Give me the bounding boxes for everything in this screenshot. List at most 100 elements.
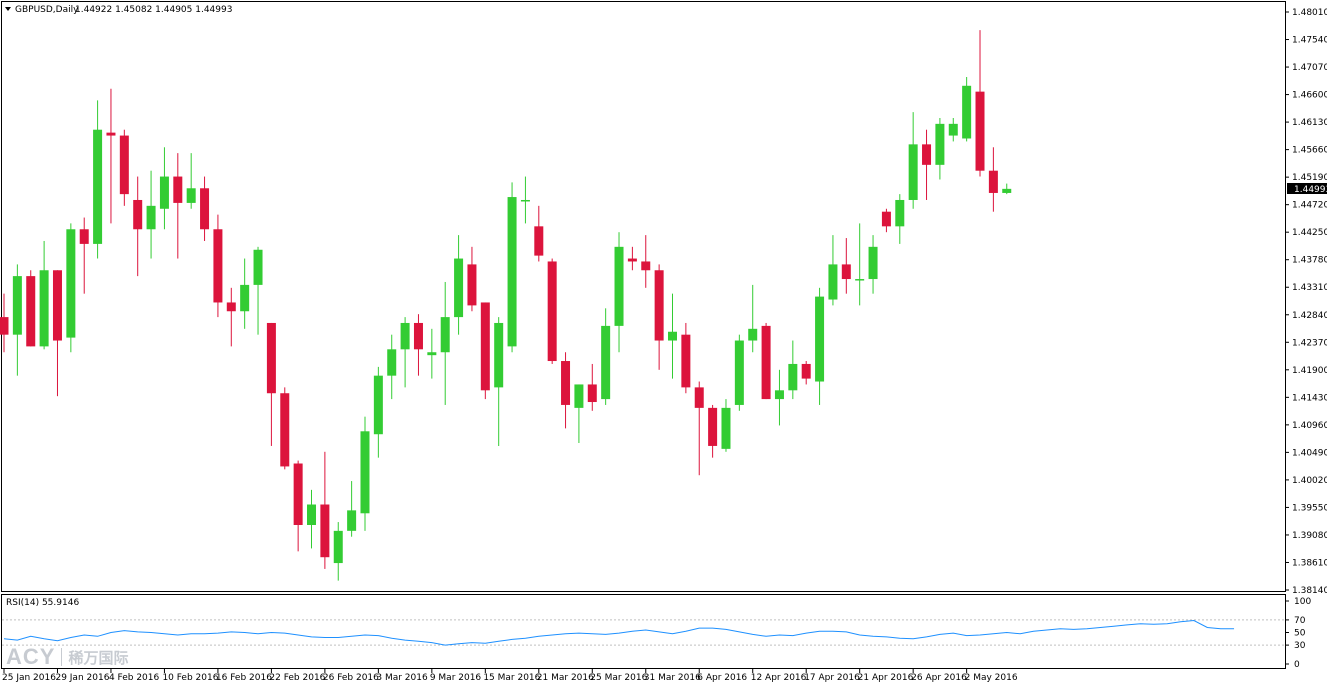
chart-header: GBPUSD,Daily 1.44922 1.45082 1.44905 1.4…	[5, 5, 232, 15]
candle	[828, 235, 838, 306]
candle-body-bear	[761, 325, 771, 400]
time-tick-label: 2 May 2016	[965, 673, 1018, 683]
price-tick-label: 1.45660	[1292, 146, 1327, 156]
candle	[948, 117, 958, 142]
candle-body-bear	[975, 91, 985, 171]
time-tick-label: 22 Feb 2016	[269, 673, 325, 683]
time-tick-label: 4 Feb 2016	[109, 673, 160, 683]
price-tick-label: 1.41430	[1292, 393, 1327, 403]
candle-body-bull	[908, 144, 918, 200]
candle-body-bear	[922, 144, 932, 165]
price-tick-label: 1.40020	[1292, 476, 1327, 486]
price-tick-label: 1.42370	[1292, 338, 1327, 348]
price-tick-label: 1.46130	[1292, 118, 1327, 128]
candle	[534, 205, 544, 262]
candle	[841, 238, 851, 294]
candle-body-bull	[748, 328, 758, 341]
candle-body-bull	[186, 188, 196, 203]
candle	[293, 460, 303, 552]
candle-body-bull	[159, 176, 169, 209]
candle	[253, 246, 263, 335]
candle-body-bull	[601, 325, 611, 400]
price-tick-label: 1.38610	[1292, 558, 1327, 568]
candle	[895, 194, 905, 244]
rsi-level-lines	[2, 619, 1285, 646]
price-tick-label: 1.39080	[1292, 531, 1327, 541]
candle	[333, 522, 343, 581]
candle	[654, 264, 664, 370]
triangle-down-icon[interactable]	[5, 7, 11, 11]
candle	[908, 112, 918, 209]
time-tick-label: 9 Mar 2016	[430, 673, 482, 683]
candle	[774, 369, 784, 426]
candle	[801, 361, 811, 385]
price-tick-label: 1.48010	[1292, 8, 1327, 18]
candle	[146, 170, 156, 259]
candle	[480, 302, 490, 400]
time-tick-label: 15 Mar 2016	[483, 673, 540, 683]
candle	[614, 232, 624, 353]
candle-body-bear	[627, 258, 637, 262]
candle-body-bear	[587, 384, 597, 403]
price-tick-label: 1.47540	[1292, 36, 1327, 46]
candle	[106, 88, 116, 224]
candle-body-bear	[988, 170, 998, 193]
candle-body-bear	[173, 176, 183, 203]
candle	[52, 270, 62, 397]
price-tick-label: 1.44720	[1292, 201, 1327, 211]
candle-body-bear	[841, 264, 851, 280]
time-tick-label: 21 Apr 2016	[858, 673, 914, 683]
time-tick-label: 21 Mar 2016	[537, 673, 594, 683]
candle-body-bull	[788, 363, 798, 391]
candle-body-bear	[213, 229, 223, 303]
candle	[788, 340, 798, 400]
candle-body-bull	[12, 276, 22, 335]
rsi-tick-label: 0	[1294, 660, 1300, 670]
candle	[413, 314, 423, 376]
candle	[881, 208, 891, 233]
candle	[681, 322, 691, 394]
candle	[307, 489, 317, 549]
candle-body-bull	[828, 264, 838, 300]
price-tick-label: 1.42840	[1292, 311, 1327, 321]
candle	[975, 30, 985, 177]
candle-body-bull	[895, 199, 905, 227]
candle-body-bear	[320, 504, 330, 558]
candle	[66, 223, 76, 353]
time-tick-label: 10 Feb 2016	[162, 673, 218, 683]
candle	[520, 176, 530, 224]
current-price-value: 1.44993	[1294, 185, 1327, 195]
candle	[79, 217, 89, 294]
candle	[226, 287, 236, 347]
candle	[761, 322, 771, 400]
candle	[962, 77, 972, 142]
candle-body-bull	[668, 331, 677, 341]
candle-body-bear	[133, 199, 143, 230]
candle-body-bull	[400, 322, 410, 350]
candle	[266, 322, 276, 446]
candle-body-bull	[240, 284, 250, 312]
candle	[440, 281, 450, 405]
candle	[601, 308, 611, 405]
candle-body-bull	[66, 229, 76, 338]
candle-body-bull	[520, 199, 530, 202]
candle-body-bull	[360, 431, 370, 514]
candle-body-bull	[774, 390, 784, 400]
main-panel-frame	[1, 1, 1286, 592]
price-tick-label: 1.41900	[1292, 366, 1327, 376]
candle-body-bull	[574, 384, 584, 408]
time-tick-label: 26 Apr 2016	[911, 673, 967, 683]
time-tick-label: 6 Apr 2016	[697, 673, 747, 683]
candle	[280, 387, 290, 470]
price-axis: 1.48010 1.47540 1.47070 1.46600 1.46130 1.456…	[1285, 8, 1327, 596]
candle-body-bull	[1002, 188, 1012, 193]
candle-body-bear	[200, 188, 210, 230]
candle	[561, 352, 571, 429]
candle-body-bull	[307, 504, 317, 525]
candle	[574, 384, 584, 444]
candle-body-bull	[614, 246, 624, 326]
candle-body-bear	[480, 302, 490, 391]
candle	[26, 270, 36, 347]
time-tick-label: 3 Mar 2016	[376, 673, 428, 683]
